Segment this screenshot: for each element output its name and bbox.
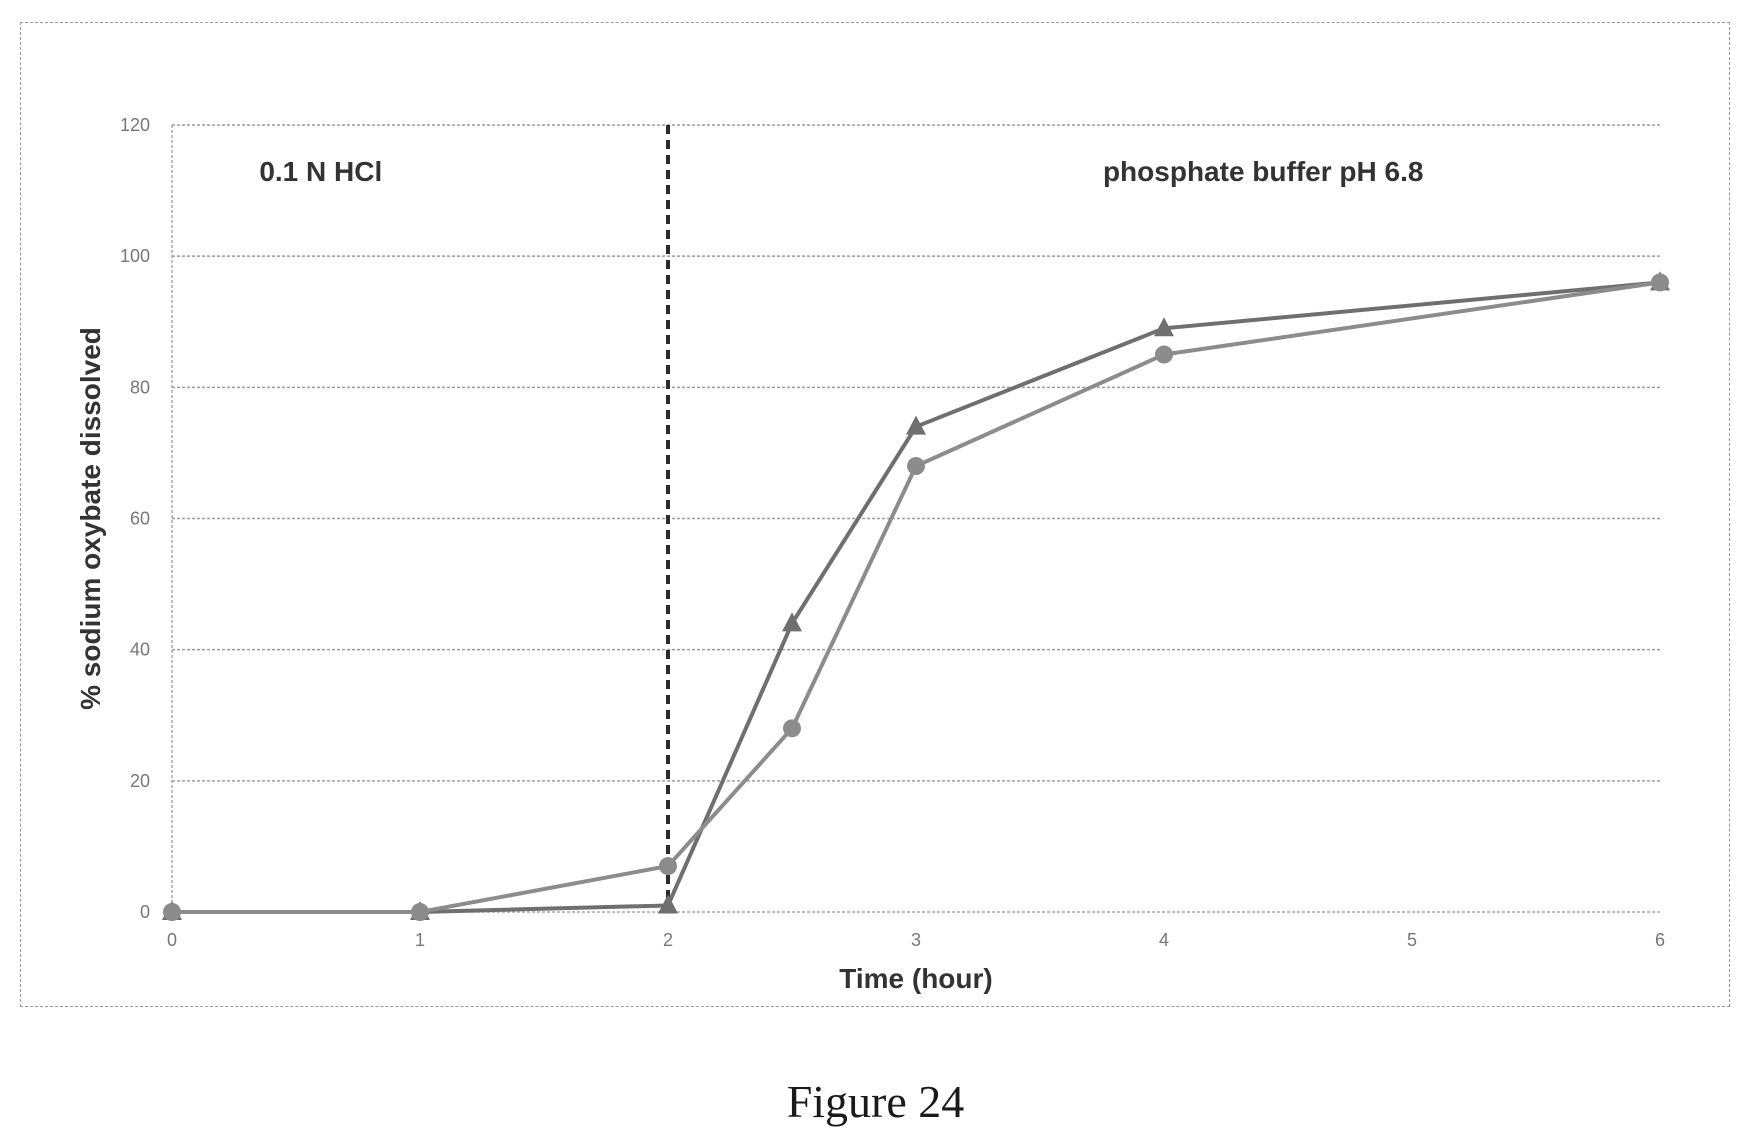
x-tick-label-3: 3 bbox=[911, 930, 921, 950]
series-layer bbox=[162, 271, 1670, 921]
annotation-phosphate-buffer: phosphate buffer pH 6.8 bbox=[1103, 156, 1423, 187]
series-1-point-1 bbox=[411, 903, 429, 921]
series-0-point-5 bbox=[1154, 317, 1174, 337]
y-tick-label-20: 20 bbox=[130, 771, 150, 791]
x-tick-label-1: 1 bbox=[415, 930, 425, 950]
y-tick-label-0: 0 bbox=[140, 902, 150, 922]
y-tick-label-60: 60 bbox=[130, 509, 150, 529]
series-1-point-6 bbox=[1651, 273, 1669, 292]
grid-layer bbox=[172, 124, 1660, 782]
series-0-point-2 bbox=[658, 894, 678, 914]
chart-frame bbox=[20, 22, 1730, 1007]
y-tick-label-40: 40 bbox=[130, 640, 150, 660]
x-tick-label-4: 4 bbox=[1159, 930, 1169, 950]
series-1-point-4 bbox=[907, 457, 925, 476]
x-tick-label-0: 0 bbox=[167, 930, 177, 950]
figure-caption: Figure 24 bbox=[786, 1076, 965, 1127]
series-0-line bbox=[172, 280, 1661, 914]
series-0-point-3 bbox=[782, 612, 802, 632]
series-1-point-0 bbox=[163, 903, 181, 921]
label-layer: Time (hour) % sodium oxybate dissolved 0… bbox=[75, 156, 1423, 994]
y-tick-label-100: 100 bbox=[120, 246, 150, 266]
x-tick-label-2: 2 bbox=[663, 930, 673, 950]
y-tick-label-80: 80 bbox=[130, 377, 150, 397]
series-1-point-3 bbox=[783, 719, 801, 738]
axis-layer: 0 20 40 60 80 100 120 0 1 2 3 4 5 6 bbox=[120, 115, 1665, 950]
y-axis-title: % sodium oxybate dissolved bbox=[75, 327, 106, 710]
y-tick-label-120: 120 bbox=[120, 115, 150, 135]
series-1-line bbox=[172, 280, 1661, 914]
series-0-point-4 bbox=[906, 415, 926, 435]
x-tick-label-5: 5 bbox=[1407, 930, 1417, 950]
x-axis-title: Time (hour) bbox=[839, 963, 992, 994]
annotation-hcl: 0.1 N HCl bbox=[259, 156, 382, 187]
series-1-point-5 bbox=[1155, 345, 1173, 364]
series-1-point-2 bbox=[659, 857, 677, 876]
x-tick-label-6: 6 bbox=[1655, 930, 1665, 950]
